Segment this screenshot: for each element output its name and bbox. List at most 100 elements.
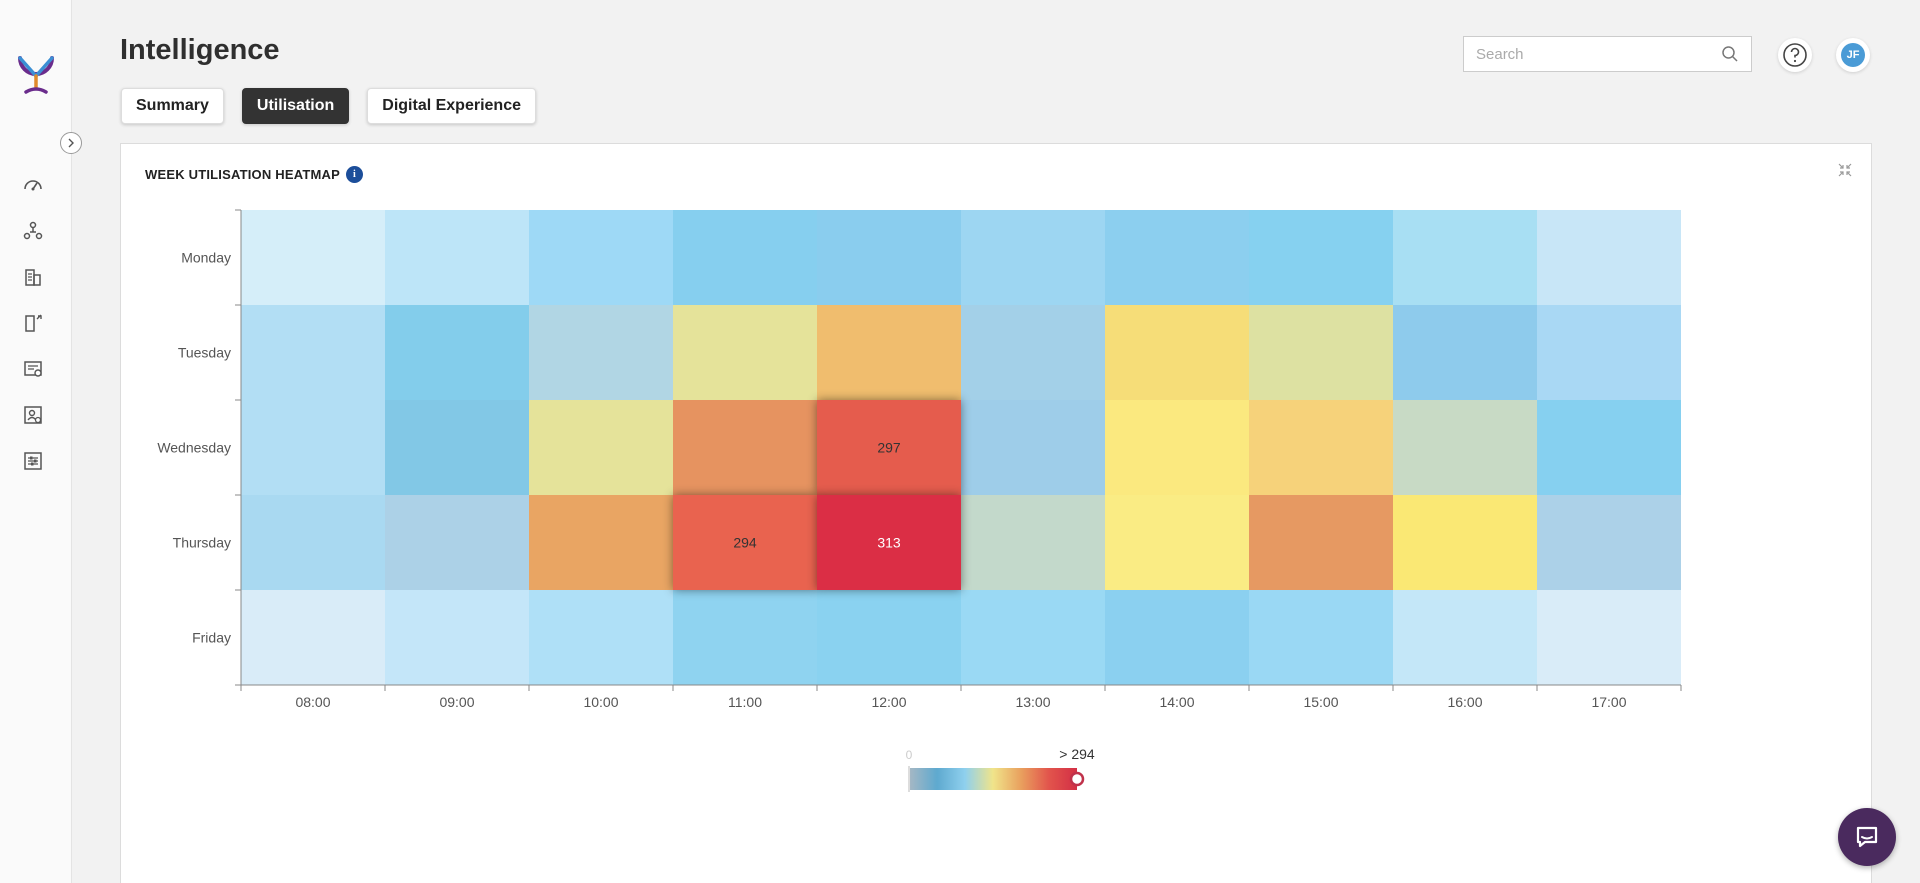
desk-user-icon: [24, 406, 42, 424]
heatmap-cell-friday-1100[interactable]: [673, 590, 817, 685]
heatmap-cell-thursday-1700[interactable]: [1537, 495, 1681, 590]
heatmap-cell-friday-1000[interactable]: [529, 590, 673, 685]
heatmap-cell-thursday-0800[interactable]: [241, 495, 385, 590]
heatmap-cell-friday-1300[interactable]: [961, 590, 1105, 685]
sidebar-expand-button[interactable]: [60, 132, 82, 154]
heatmap-cell-wednesday-0900[interactable]: [385, 400, 529, 495]
legend-max-handle[interactable]: [1069, 771, 1085, 787]
nav-rooms[interactable]: [20, 356, 46, 382]
tab-summary[interactable]: Summary: [121, 88, 224, 124]
x-axis-label: 16:00: [1447, 694, 1482, 710]
nav-people[interactable]: [20, 218, 46, 244]
nav-buildings[interactable]: [20, 264, 46, 290]
heatmap-cell-friday-0900[interactable]: [385, 590, 529, 685]
heatmap-cell-tuesday-1000[interactable]: [529, 305, 673, 400]
x-axis-label: 17:00: [1591, 694, 1626, 710]
heatmap-cell-wednesday-0800[interactable]: [241, 400, 385, 495]
heatmap-cell-friday-1500[interactable]: [1249, 590, 1393, 685]
heatmap-cell-thursday-1400[interactable]: [1105, 495, 1249, 590]
legend-min-label: 0: [906, 748, 913, 762]
heatmap-cell-wednesday-1100[interactable]: [673, 400, 817, 495]
widget-title-row: WEEK UTILISATION HEATMAP i: [145, 166, 363, 183]
heatmap-cell-tuesday-1700[interactable]: [1537, 305, 1681, 400]
chevron-right-icon: [68, 138, 74, 148]
heatmap-cell-tuesday-1200[interactable]: [817, 305, 961, 400]
avatar-initials: JF: [1841, 43, 1865, 67]
heatmap-cell-label: 297: [877, 440, 901, 456]
heatmap-cell-monday-1400[interactable]: [1105, 210, 1249, 305]
heatmap-cell-tuesday-1600[interactable]: [1393, 305, 1537, 400]
y-axis-label: Friday: [192, 630, 231, 646]
y-axis-label: Tuesday: [178, 345, 231, 361]
heatmap-highlight-cell[interactable]: [673, 495, 817, 590]
heatmap-cell-monday-1700[interactable]: [1537, 210, 1681, 305]
dashboard-gauge-icon: [24, 180, 42, 191]
heatmap-cell-monday-1000[interactable]: [529, 210, 673, 305]
x-axis-label: 15:00: [1303, 694, 1338, 710]
tab-utilisation[interactable]: Utilisation: [241, 88, 350, 124]
nav-dashboard[interactable]: [20, 172, 46, 198]
heatmap-cell-monday-1600[interactable]: [1393, 210, 1537, 305]
heatmap-cell-tuesday-0800[interactable]: [241, 305, 385, 400]
logo[interactable]: [14, 48, 58, 96]
heatmap-highlight-cell[interactable]: [817, 495, 961, 590]
x-axis-label: 11:00: [728, 694, 762, 710]
search-box: [1463, 36, 1752, 72]
x-axis-label: 08:00: [295, 694, 330, 710]
heatmap-cell-friday-0800[interactable]: [241, 590, 385, 685]
heatmap-cell-wednesday-1500[interactable]: [1249, 400, 1393, 495]
settings-sliders-icon: [24, 452, 42, 470]
x-axis-label: 13:00: [1015, 694, 1050, 710]
chat-icon: [1856, 826, 1878, 848]
help-button[interactable]: [1778, 38, 1812, 72]
x-axis-label: 14:00: [1159, 694, 1194, 710]
legend-gradient-bar: [909, 768, 1077, 790]
heatmap-cell-tuesday-0900[interactable]: [385, 305, 529, 400]
heatmap-cell-wednesday-1600[interactable]: [1393, 400, 1537, 495]
heatmap-cell-tuesday-1500[interactable]: [1249, 305, 1393, 400]
heatmap-cell-friday-1400[interactable]: [1105, 590, 1249, 685]
chat-launcher-button[interactable]: [1838, 808, 1896, 866]
heatmap-cell-thursday-1300[interactable]: [961, 495, 1105, 590]
heatmap-cell-monday-0900[interactable]: [385, 210, 529, 305]
heatmap-chart: 297 294 313 Monday Tuesday Wednesday Thursday…: [157, 209, 1682, 792]
heatmap-cell-thursday-1500[interactable]: [1249, 495, 1393, 590]
tab-bar: Summary Utilisation Digital Experience: [121, 88, 536, 124]
page-title: Intelligence: [120, 34, 280, 66]
heatmap-cell-thursday-0900[interactable]: [385, 495, 529, 590]
tab-digital-experience[interactable]: Digital Experience: [367, 88, 536, 124]
sidebar: [0, 0, 72, 883]
heatmap-cell-tuesday-1400[interactable]: [1105, 305, 1249, 400]
heatmap-cell-thursday-1600[interactable]: [1393, 495, 1537, 590]
y-axis-label: Wednesday: [157, 440, 231, 456]
x-axis-label: 12:00: [871, 694, 906, 710]
heatmap-cell-monday-1300[interactable]: [961, 210, 1105, 305]
y-axis-label: Thursday: [173, 535, 231, 551]
heatmap-cell-monday-0800[interactable]: [241, 210, 385, 305]
heatmap-cell-tuesday-1100[interactable]: [673, 305, 817, 400]
heatmap-cell-friday-1700[interactable]: [1537, 590, 1681, 685]
heatmap-cell-monday-1500[interactable]: [1249, 210, 1393, 305]
nav-doors[interactable]: [20, 310, 46, 336]
heatmap-cell-label: 294: [733, 535, 757, 551]
collapse-icon[interactable]: [1837, 162, 1853, 178]
room-booking-icon: [24, 361, 42, 377]
search-icon[interactable]: [1721, 45, 1739, 63]
x-axis-label: 10:00: [583, 694, 618, 710]
heatmap-cell-wednesday-1400[interactable]: [1105, 400, 1249, 495]
heatmap-cell-wednesday-1000[interactable]: [529, 400, 673, 495]
heatmap-cell-monday-1100[interactable]: [673, 210, 817, 305]
heatmap-cell-monday-1200[interactable]: [817, 210, 961, 305]
heatmap-cell-wednesday-1700[interactable]: [1537, 400, 1681, 495]
nav-desks[interactable]: [20, 402, 46, 428]
user-avatar[interactable]: JF: [1836, 38, 1870, 72]
heatmap-cell-wednesday-1300[interactable]: [961, 400, 1105, 495]
heatmap-cell-friday-1600[interactable]: [1393, 590, 1537, 685]
heatmap-cell-tuesday-1300[interactable]: [961, 305, 1105, 400]
nav-settings[interactable]: [20, 448, 46, 474]
heatmap-cell-thursday-1000[interactable]: [529, 495, 673, 590]
heatmap-cell-friday-1200[interactable]: [817, 590, 961, 685]
search-input[interactable]: [1476, 45, 1721, 63]
info-icon[interactable]: i: [345, 166, 363, 183]
heatmap-highlight-cell[interactable]: [817, 400, 961, 495]
